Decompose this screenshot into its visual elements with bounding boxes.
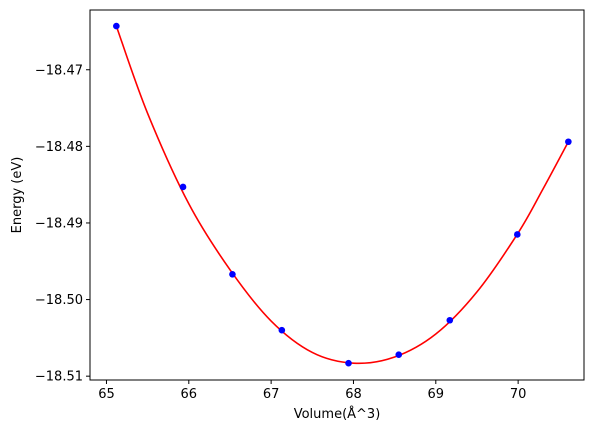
y-tick-label: −18.51 [35,370,83,385]
data-point [395,351,403,359]
y-axis-ticks: −18.47 −18.48 −18.49 −18.50 −18.51 [35,63,90,385]
plot-series [113,22,572,367]
x-axis-title: Volume(Å^3) [294,406,381,422]
x-tick-label: 70 [510,387,527,402]
data-point [113,22,120,30]
x-tick-label: 68 [345,387,362,402]
data-point [565,138,572,146]
data-point [345,359,352,367]
y-tick-label: −18.49 [35,216,83,231]
y-tick-label: −18.47 [35,63,83,78]
x-tick-label: 66 [181,387,198,402]
x-tick-label: 67 [263,387,280,402]
fit-curve [115,25,570,365]
data-point [514,231,521,238]
data-point [446,316,454,324]
plot-frame [89,9,585,381]
data-point [179,183,187,191]
y-tick-label: −18.48 [35,140,83,155]
data-point [229,270,236,278]
x-axis-ticks: 65 66 67 68 69 70 [98,380,526,402]
x-tick-label: 69 [428,387,445,402]
y-axis-title: Energy (eV) [10,157,25,234]
x-tick-label: 65 [98,387,115,402]
y-tick-label: −18.50 [35,293,83,308]
data-point [278,326,286,334]
